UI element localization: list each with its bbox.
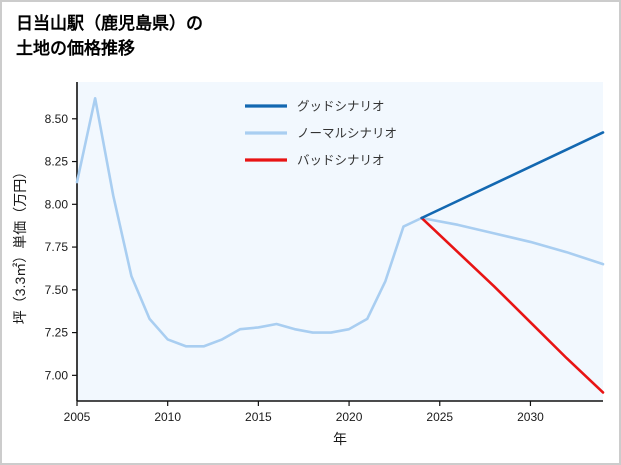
y-tick-label: 7.00 [45, 368, 69, 382]
y-tick-label: 8.50 [45, 112, 69, 126]
y-axis-label: 坪（3.3㎡）単価（万円） [12, 165, 28, 324]
x-axis-label: 年 [333, 431, 347, 447]
page-title: 日当山駅（鹿児島県）の 土地の価格推移 [16, 12, 203, 61]
plot-area [77, 82, 603, 401]
y-tick-label: 7.50 [45, 283, 69, 297]
series-line-normal-scenario-with-history [75, 96, 605, 348]
x-tick-label: 2005 [64, 410, 91, 424]
y-tick-label: 7.75 [45, 240, 69, 254]
x-tick-label: 2030 [517, 410, 544, 424]
legend-label-normal-scenario-with-history: ノーマルシナリオ [297, 127, 397, 141]
series-line-good-scenario [420, 131, 605, 220]
x-tick-label: 2015 [245, 410, 272, 424]
page-title-line-2: 土地の価格推移 [16, 38, 135, 58]
x-tick-label: 2010 [154, 410, 181, 424]
y-tick-label: 8.25 [45, 155, 69, 169]
x-tick-label: 2025 [426, 410, 453, 424]
x-tick-label: 2020 [336, 410, 363, 424]
y-tick-label: 8.00 [45, 197, 69, 211]
y-tick-label: 7.25 [45, 326, 69, 340]
page-title-line-1: 日当山駅（鹿児島県）の [16, 14, 203, 33]
series-line-bad-scenario [420, 216, 605, 394]
legend-label-good-scenario: グッドシナリオ [297, 100, 385, 114]
legend-label-bad-scenario: バッドシナリオ [297, 154, 385, 168]
